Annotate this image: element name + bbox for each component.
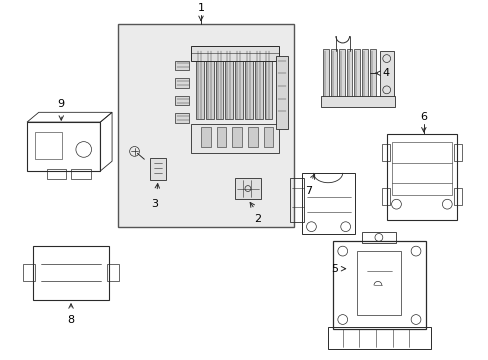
Bar bbox=[174, 96, 189, 105]
Bar bbox=[232, 127, 242, 147]
Bar bbox=[191, 46, 279, 60]
Bar bbox=[235, 178, 260, 199]
Text: 6: 6 bbox=[420, 112, 427, 122]
Bar bbox=[381, 188, 389, 205]
Bar bbox=[235, 51, 243, 119]
Bar bbox=[174, 60, 189, 70]
Text: 1: 1 bbox=[197, 3, 204, 13]
Bar bbox=[33, 246, 109, 300]
Bar bbox=[323, 49, 328, 98]
Bar bbox=[191, 124, 279, 153]
Bar bbox=[216, 127, 226, 147]
Text: 4: 4 bbox=[382, 68, 389, 78]
Bar bbox=[332, 241, 425, 329]
Bar bbox=[369, 49, 375, 98]
Bar bbox=[381, 144, 389, 161]
Bar bbox=[247, 127, 257, 147]
Text: 7: 7 bbox=[305, 186, 311, 195]
Bar bbox=[338, 49, 344, 98]
Text: 3: 3 bbox=[151, 199, 158, 209]
Bar bbox=[118, 24, 293, 227]
Bar bbox=[225, 51, 233, 119]
Bar bbox=[289, 178, 303, 222]
Bar bbox=[205, 51, 213, 119]
Bar bbox=[386, 134, 456, 220]
Bar bbox=[264, 51, 272, 119]
Text: 8: 8 bbox=[67, 315, 75, 325]
Bar bbox=[23, 264, 35, 282]
Bar bbox=[346, 49, 352, 98]
Bar bbox=[201, 127, 210, 147]
Text: 2: 2 bbox=[254, 214, 261, 224]
Bar bbox=[215, 51, 223, 119]
Bar bbox=[362, 231, 396, 243]
Bar bbox=[321, 96, 395, 107]
Bar bbox=[254, 51, 262, 119]
Bar bbox=[107, 264, 119, 282]
Bar bbox=[244, 51, 252, 119]
Bar bbox=[174, 113, 189, 123]
Text: 5: 5 bbox=[330, 264, 337, 274]
Bar bbox=[71, 169, 90, 179]
Bar bbox=[27, 122, 100, 171]
Bar bbox=[46, 169, 66, 179]
Bar bbox=[453, 188, 461, 205]
Bar bbox=[276, 56, 287, 129]
Bar bbox=[327, 327, 430, 349]
Bar bbox=[362, 49, 367, 98]
Bar bbox=[391, 141, 451, 195]
Bar bbox=[150, 158, 165, 180]
Bar bbox=[379, 51, 393, 98]
Bar bbox=[35, 132, 62, 159]
Bar bbox=[453, 144, 461, 161]
Bar bbox=[263, 127, 273, 147]
Bar bbox=[301, 173, 355, 234]
Text: 9: 9 bbox=[58, 99, 65, 109]
Bar bbox=[354, 49, 360, 98]
Bar bbox=[174, 78, 189, 88]
Bar bbox=[196, 51, 203, 119]
Bar bbox=[357, 251, 401, 315]
Bar bbox=[330, 49, 336, 98]
